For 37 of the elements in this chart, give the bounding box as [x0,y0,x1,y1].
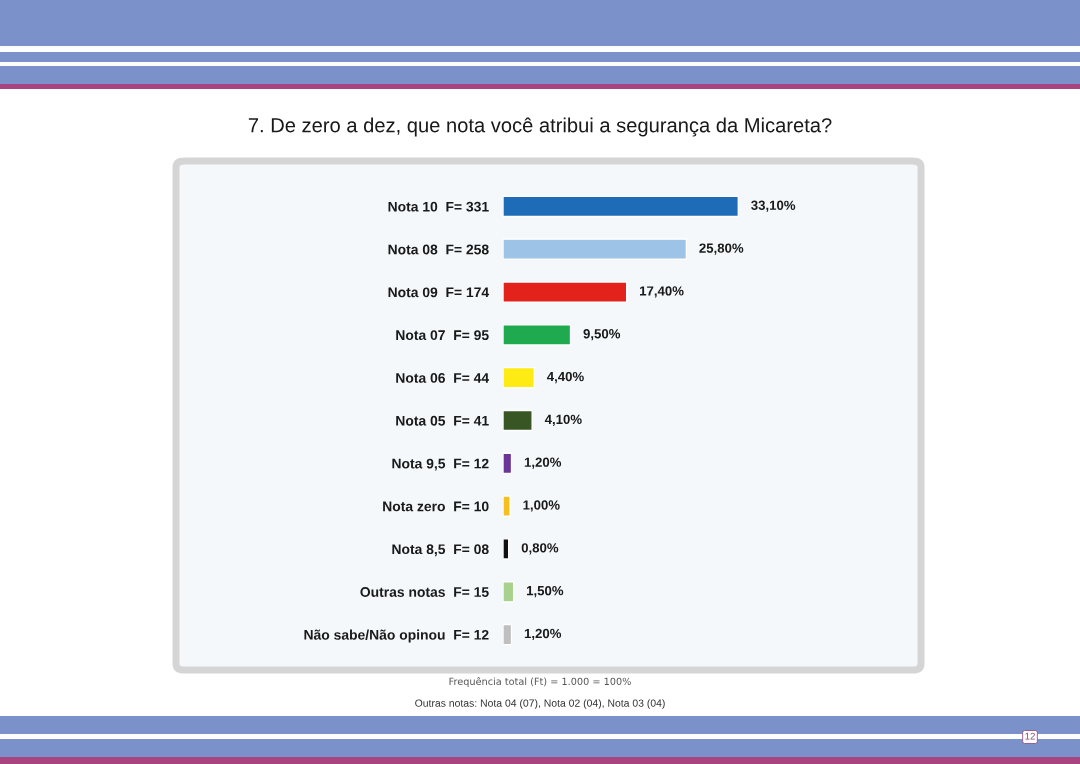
y-tick-label: Nota 10 F= 331 [388,201,489,212]
chart-title: 7. De zero a dez, que nota você atribui a segurança da Micareta? [248,117,832,137]
data-label: 1,20% [524,457,562,469]
y-tick-label: Nota 9,5 F= 12 [392,458,489,471]
text: 12 [1025,732,1035,740]
y-tick-label: Nota 06 F= 44 [396,373,490,383]
data-label: 33,10% [751,200,796,212]
bar [503,238,688,260]
y-tick-label: Nota 09 F= 174 [388,287,490,298]
y-tick-label: Nota zero F= 10 [383,501,489,512]
data-label: 0,80% [521,543,559,555]
bar [503,623,513,646]
data-label: 9,50% [583,329,621,341]
data-label: 17,40% [640,286,684,298]
data-label: 1,50% [526,585,564,598]
bar [503,581,515,603]
text: Frequência total (Ft) = 1.000 = 100% [449,677,631,687]
y-tick-label: Nota 8,5 F= 08 [392,544,489,557]
y-tick-label: Nota 07 F= 95 [396,330,489,341]
bar [503,366,535,389]
text: Outras notas: Nota 04 (07), Nota 02 (04), Nota 03 (04) [415,699,665,709]
bar [503,538,510,560]
y-tick-label: Não sabe/Não opinou F= 12 [304,629,489,643]
data-label: 4,10% [544,414,582,426]
bar [503,409,533,432]
y-tick-label: Nota 08 F= 258 [388,244,489,255]
bar [503,195,739,218]
y-tick-label: Nota 05 F= 41 [396,415,489,426]
y-tick-label: Outras notas F= 15 [360,587,489,597]
bar [503,324,572,346]
data-label: 1,00% [523,500,560,512]
data-label: 4,40% [546,371,584,384]
bar [503,452,513,475]
bar [503,495,511,517]
data-label: 1,20% [524,628,562,641]
bar [503,281,628,303]
data-label: 25,80% [699,243,744,255]
